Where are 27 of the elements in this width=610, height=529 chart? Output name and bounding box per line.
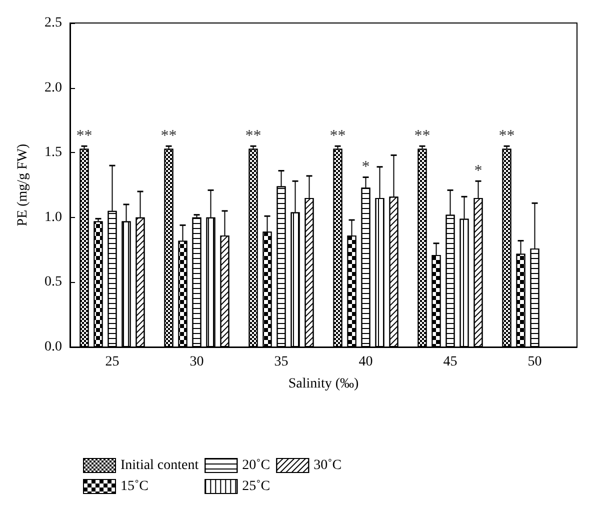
legend-label: 30˚C [314, 458, 342, 473]
data-label: ** [160, 128, 177, 145]
x-tick-label: 40 [358, 354, 373, 370]
legend-label: 20˚C [242, 458, 270, 473]
data-label: ** [330, 128, 346, 145]
legend-label: 25˚C [242, 479, 270, 494]
data-label: ** [414, 128, 430, 145]
y-tick-label: 0.5 [44, 274, 62, 290]
legend-label: Initial content [120, 458, 199, 473]
data-label: ** [498, 128, 515, 145]
x-axis-title: Salinity (‰) [288, 376, 360, 392]
y-tick-label: 1.5 [44, 145, 62, 160]
y-tick-label: 0.0 [44, 340, 62, 354]
y-tick-label: 2.5 [44, 16, 62, 30]
x-tick-label: 35 [274, 354, 288, 370]
data-label: ** [245, 128, 262, 145]
x-tick-label: 25 [105, 354, 120, 370]
data-label: * [474, 162, 482, 180]
x-tick-label: 30 [190, 354, 204, 370]
y-tick-label: 2.0 [44, 80, 62, 96]
data-label: ** [76, 128, 92, 145]
legend-label: 15˚C [120, 479, 148, 494]
data-label: * [362, 158, 370, 176]
y-tick-label: 1.0 [44, 210, 62, 225]
x-tick-label: 45 [443, 354, 458, 370]
y-axis-title: PE (mg/g FW) [16, 143, 30, 226]
x-tick-label: 50 [528, 354, 542, 370]
